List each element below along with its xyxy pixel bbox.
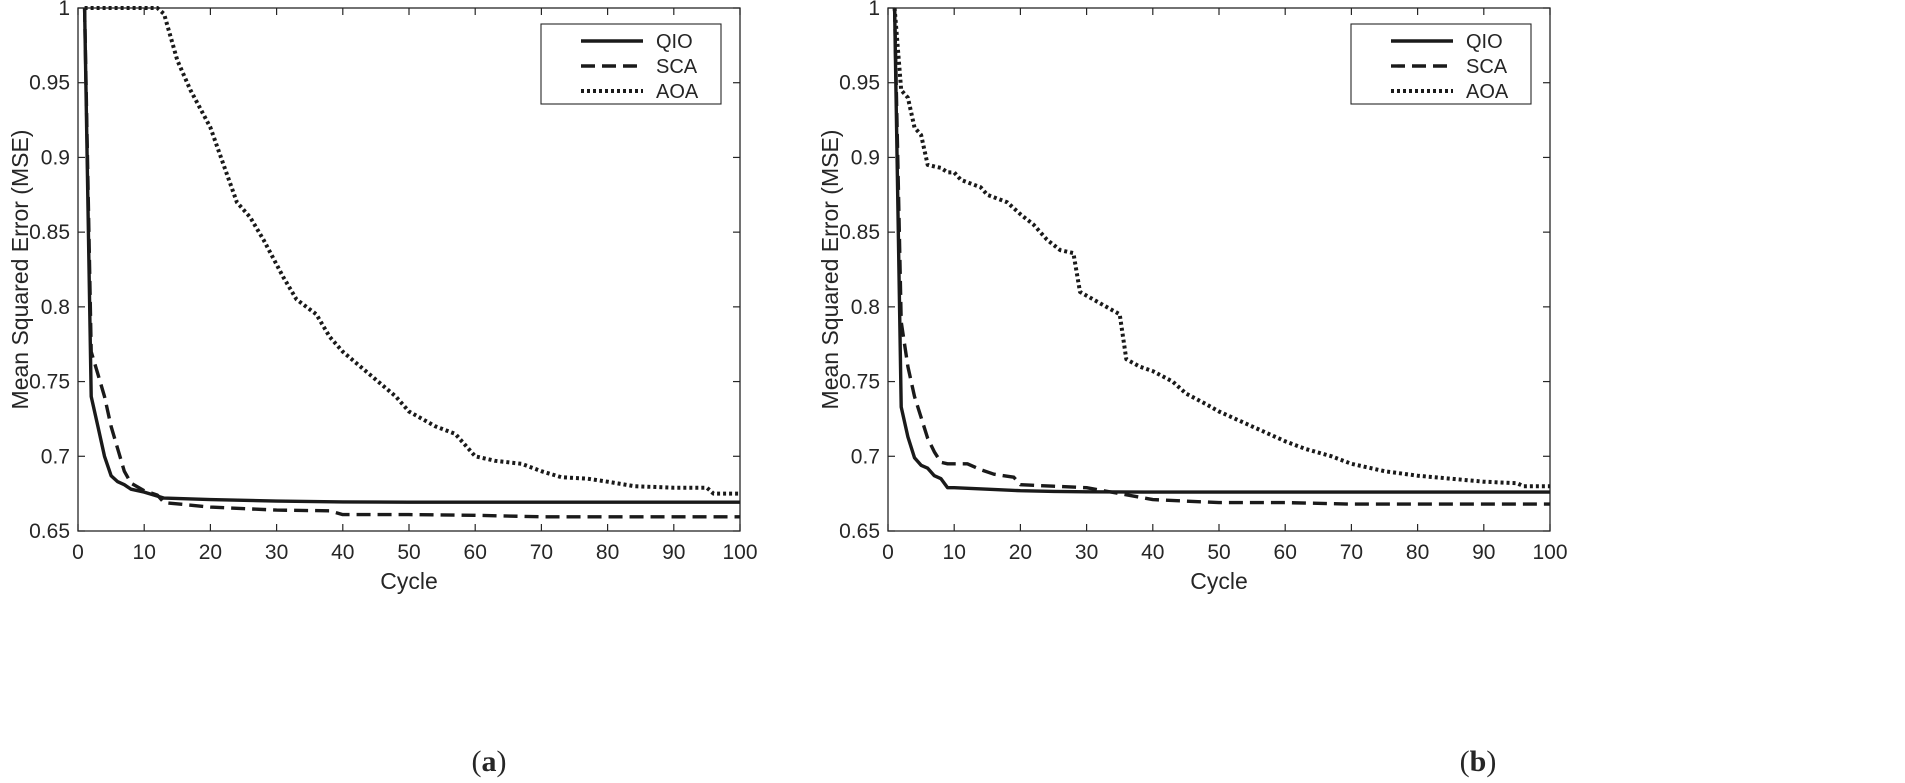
y-tick-label: 0.65: [29, 520, 70, 543]
legend-label-aoa: AOA: [1466, 81, 1509, 103]
panel-a-label: (a): [472, 745, 507, 778]
y-axis-label: Mean Squared Error (MSE): [7, 130, 33, 410]
series-line-sca: [892, 7, 1550, 506]
series-line-qio: [82, 7, 740, 504]
series-line-sca: [82, 7, 740, 519]
y-tick-label: 0.9: [851, 146, 880, 169]
x-tick-label: 30: [1075, 541, 1098, 564]
x-tick-label: 0: [882, 541, 894, 564]
y-tick-label: 1: [868, 0, 880, 20]
panel-a: 0 10 20 30 40 50 60 70 80 90 100 0.65 0.7 0.75 0.8 0.85…: [7, 0, 757, 594]
x-tick-label: 90: [662, 541, 685, 564]
x-tick-label: 80: [1406, 541, 1429, 564]
x-tick-label: 80: [596, 541, 619, 564]
legend-label-qio: QIO: [656, 31, 693, 53]
x-axis-label: Cycle: [380, 568, 438, 594]
x-tick-label: 30: [265, 541, 288, 564]
x-tick-label: 40: [331, 541, 354, 564]
y-tick-label: 0.9: [41, 146, 70, 169]
x-tick-label: 70: [530, 541, 553, 564]
legend-label-sca: SCA: [656, 56, 698, 78]
legend-label-aoa: AOA: [656, 81, 699, 103]
y-tick-label: 0.85: [839, 221, 880, 244]
x-tick-label: 60: [464, 541, 487, 564]
x-tick-label: 100: [1532, 541, 1567, 564]
x-tick-label: 50: [1207, 541, 1230, 564]
x-tick-label: 60: [1274, 541, 1297, 564]
x-tick-label: 20: [1009, 541, 1032, 564]
x-tick-label: 50: [397, 541, 420, 564]
series-group: [82, 6, 740, 519]
panel-b: 0 10 20 30 40 50 60 70 80 90 100 0.65 0.7 0.75 0.8 0.85…: [817, 0, 1567, 594]
y-tick-label: 0.95: [29, 72, 70, 95]
x-tick-label: 20: [199, 541, 222, 564]
y-tick-label: 0.8: [851, 296, 880, 319]
series-line-qio: [892, 7, 1550, 494]
y-tick-label: 0.8: [41, 296, 70, 319]
legend: QIO SCA AOA: [540, 23, 722, 105]
series-line-aoa: [84, 6, 740, 496]
y-tick-label: 1: [58, 0, 70, 20]
x-tick-label: 90: [1472, 541, 1495, 564]
series-line-aoa: [892, 7, 1550, 489]
y-tick-label: 0.85: [29, 221, 70, 244]
y-tick-label: 0.95: [839, 72, 880, 95]
y-tick-label: 0.7: [851, 445, 880, 468]
y-tick-label: 0.7: [41, 445, 70, 468]
legend-label-qio: QIO: [1466, 31, 1503, 53]
x-axis-label: Cycle: [1190, 568, 1248, 594]
y-tick-label: 0.65: [839, 520, 880, 543]
x-tick-label: 100: [722, 541, 757, 564]
y-tick-label: 0.75: [29, 371, 70, 394]
x-tick-label: 0: [72, 541, 84, 564]
legend: QIO SCA AOA: [1350, 23, 1532, 105]
y-tick-label: 0.75: [839, 371, 880, 394]
x-tick-label: 40: [1141, 541, 1164, 564]
y-axis-label: Mean Squared Error (MSE): [817, 130, 843, 410]
x-tick-label: 10: [133, 541, 156, 564]
legend-label-sca: SCA: [1466, 56, 1508, 78]
x-tick-label: 70: [1340, 541, 1363, 564]
series-group: [892, 7, 1550, 506]
panel-b-label: (b): [1460, 745, 1497, 778]
x-tick-label: 10: [943, 541, 966, 564]
